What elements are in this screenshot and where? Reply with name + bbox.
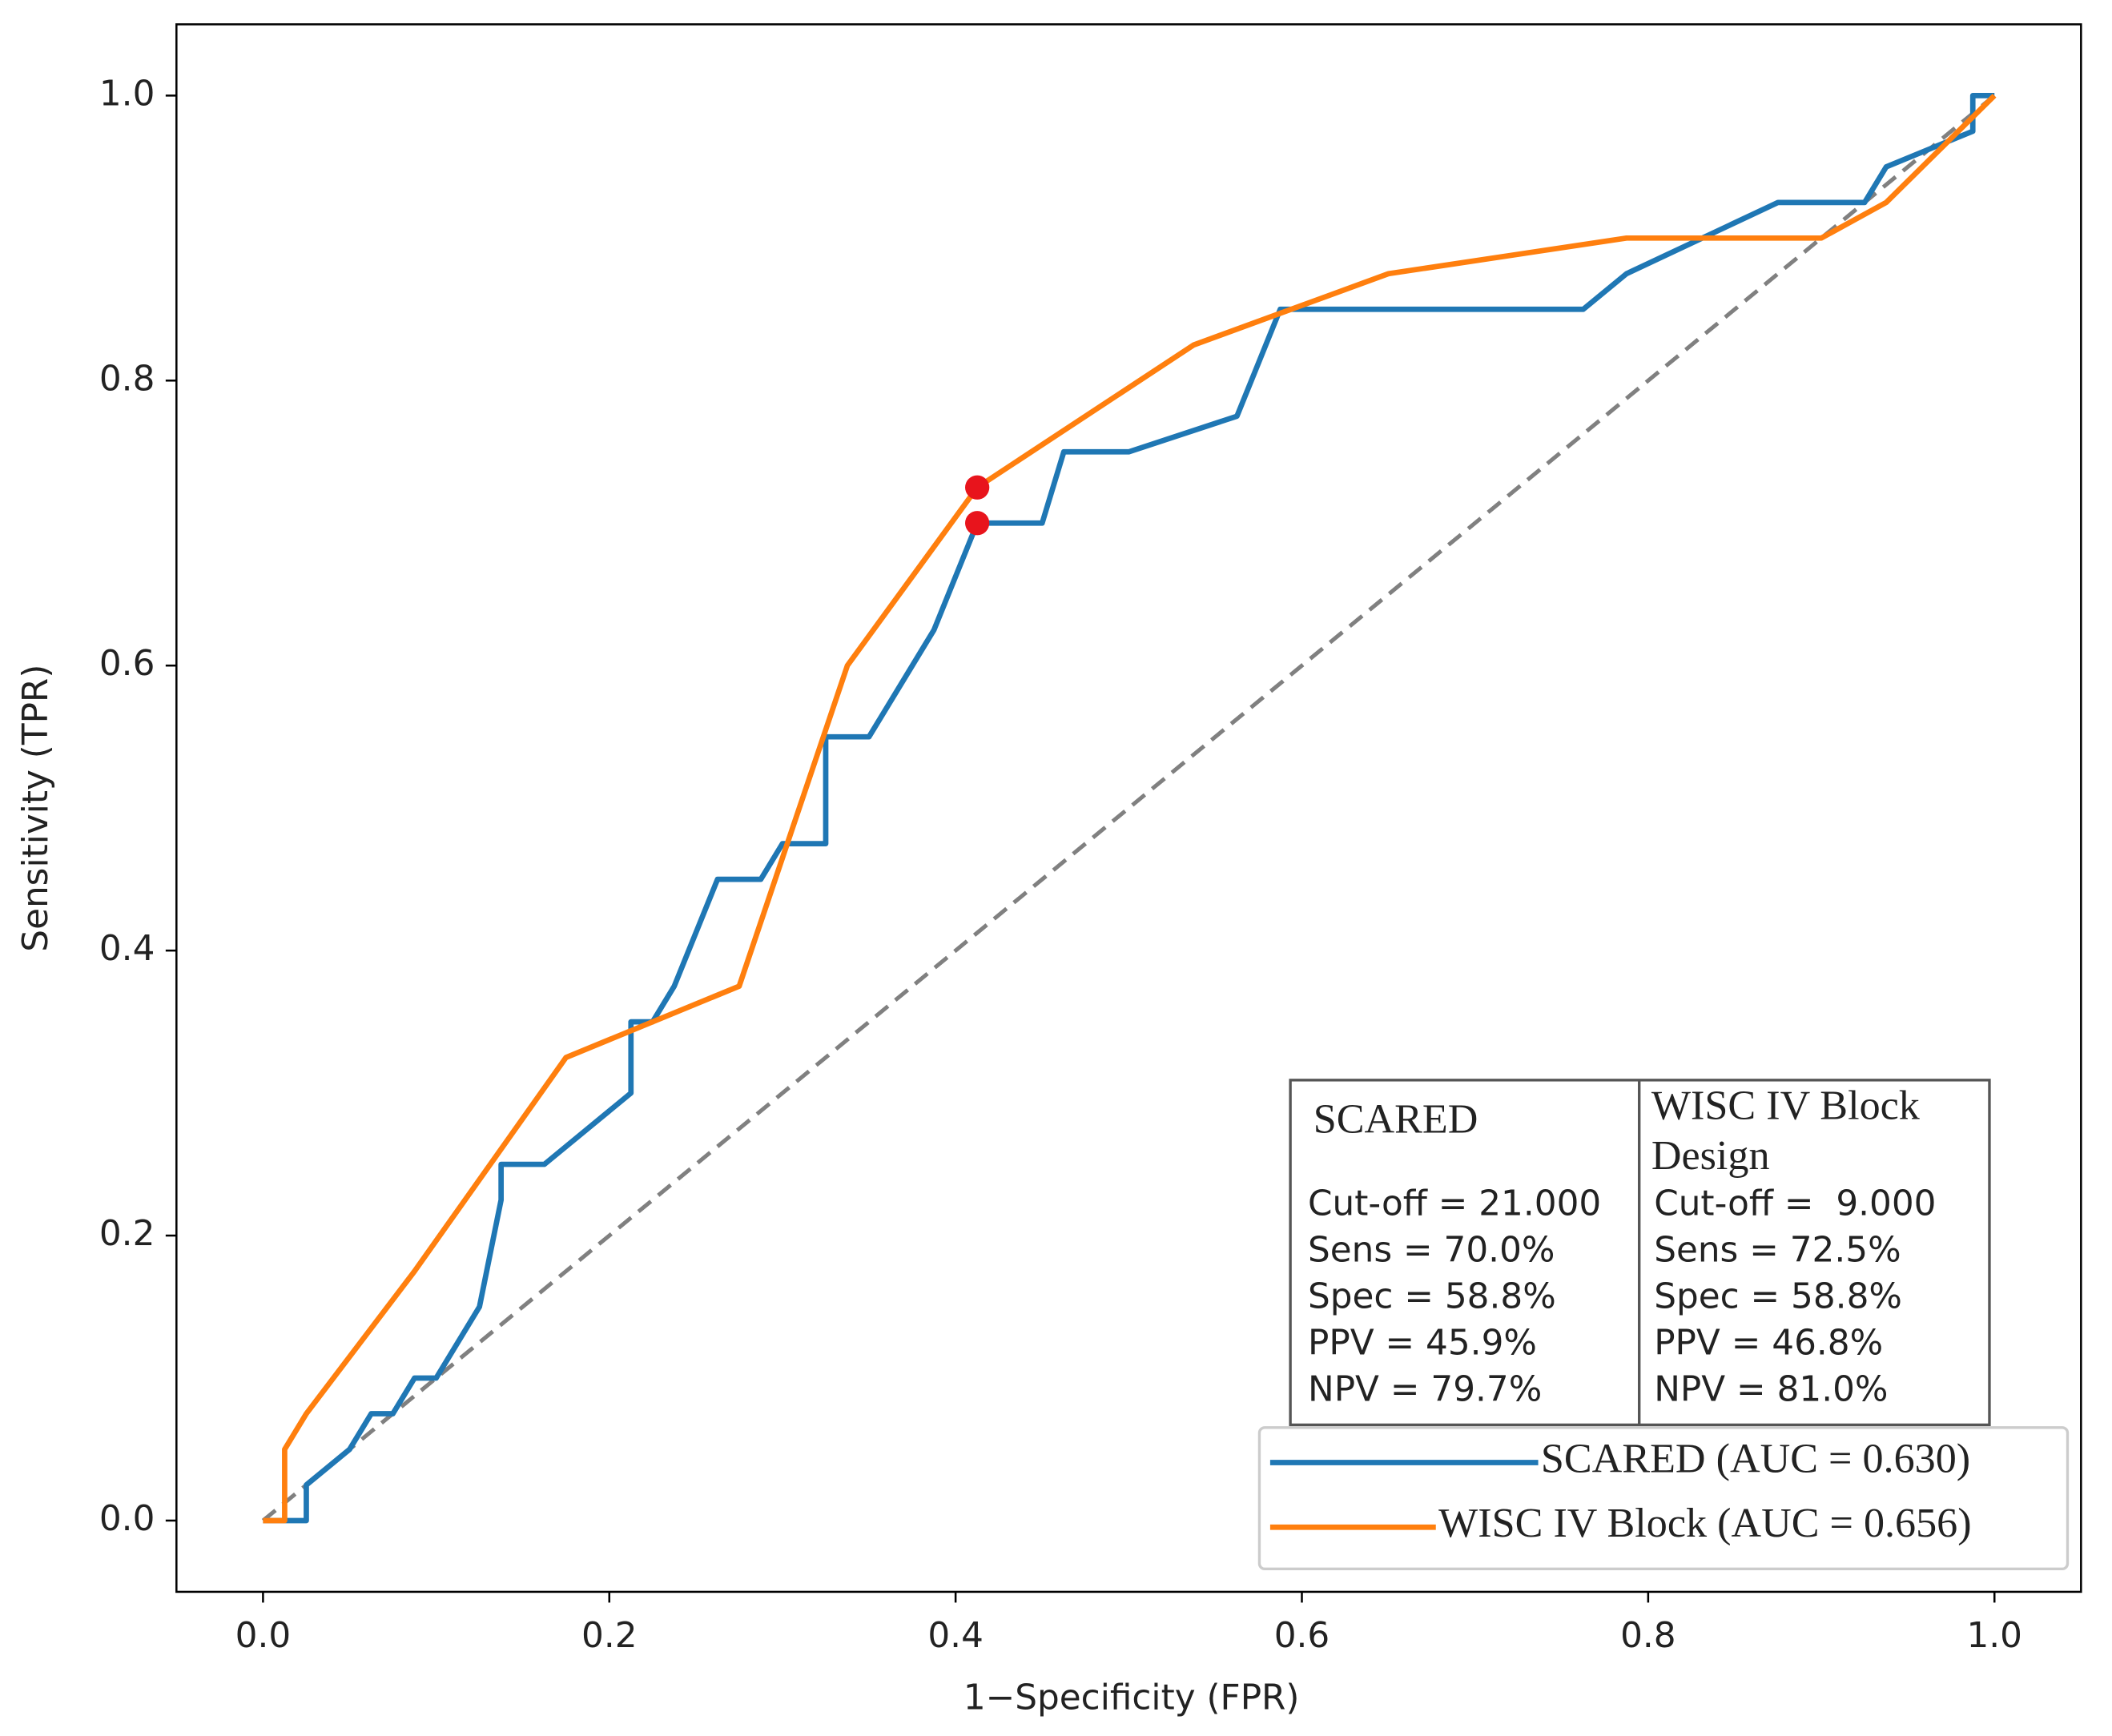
x-tick-label: 0.8 <box>1620 1615 1676 1656</box>
y-axis-label: Sensitivity (TPR) <box>15 665 56 952</box>
x-tick-label: 0.2 <box>581 1615 638 1656</box>
table-title-text: SCARED <box>1313 1095 1478 1143</box>
x-tick-label: 1.0 <box>1966 1615 2022 1656</box>
table-line: Cut-off = 9.000 <box>1654 1183 1936 1224</box>
plot-frame <box>175 23 2082 1593</box>
table-line: Sens = 70.0% <box>1308 1229 1555 1270</box>
x-tick-label: 0.4 <box>927 1615 984 1656</box>
table-line: NPV = 81.0% <box>1654 1368 1888 1409</box>
x-axis-label: 1−Specificity (FPR) <box>963 1677 1300 1718</box>
table-line: Sens = 72.5% <box>1654 1229 1901 1270</box>
table-title-text: WISC IV Block Design <box>1651 1081 1920 1179</box>
roc-line <box>263 92 1995 1524</box>
y-tick-label: 0.0 <box>99 1498 155 1539</box>
y-tick-label: 0.2 <box>99 1213 155 1254</box>
table-line: PPV = 45.9% <box>1308 1322 1537 1363</box>
table-line: Spec = 58.8% <box>1654 1276 1902 1316</box>
reference-line <box>261 94 1996 1522</box>
legend-label: SCARED (AUC = 0.630) <box>1541 1436 1970 1481</box>
legend-label: WISC IV Block (AUC = 0.656) <box>1438 1501 1972 1546</box>
x-tick-label: 0.6 <box>1274 1615 1330 1656</box>
table-title: WISC IV Block Design <box>1651 1081 1920 1179</box>
x-tick-label: 0.0 <box>235 1615 292 1656</box>
cutoff-point <box>965 511 990 536</box>
table-line: NPV = 79.7% <box>1308 1368 1542 1409</box>
y-tick-label: 0.4 <box>99 928 155 969</box>
y-tick-label: 1.0 <box>99 73 155 114</box>
y-tick-label: 0.6 <box>99 643 155 684</box>
table-line: Spec = 58.8% <box>1308 1276 1556 1316</box>
table-line: PPV = 46.8% <box>1654 1322 1883 1363</box>
roc-line <box>263 93 1997 1524</box>
table-title: SCARED <box>1313 1095 1478 1143</box>
cutoff-point <box>965 475 990 500</box>
y-tick-label: 0.8 <box>99 358 155 399</box>
table-line: Cut-off = 21.000 <box>1308 1183 1601 1224</box>
